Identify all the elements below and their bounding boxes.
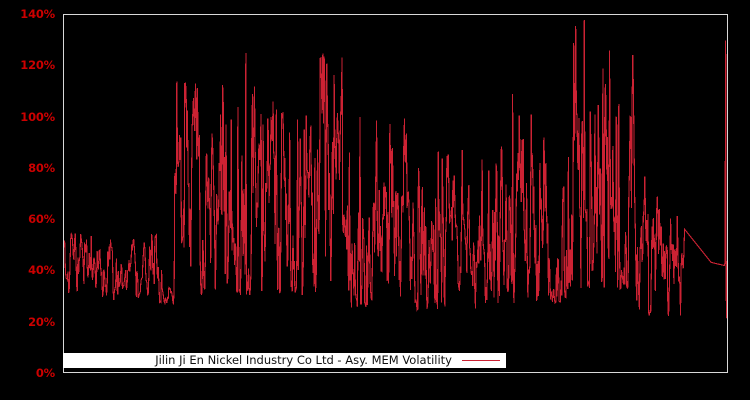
y-axis: 140% 120% 100% 80% 60% 40% 20% 0% bbox=[0, 0, 63, 400]
legend: Jilin Ji En Nickel Industry Co Ltd - Asy… bbox=[63, 353, 506, 368]
y-tick-label: 100% bbox=[20, 109, 55, 124]
y-tick-label: 20% bbox=[28, 314, 55, 329]
y-tick-label: 40% bbox=[28, 263, 55, 278]
y-tick-label: 80% bbox=[28, 160, 55, 175]
y-tick-label: 140% bbox=[20, 7, 55, 21]
y-tick-label: 60% bbox=[28, 212, 55, 227]
volatility-line bbox=[64, 20, 727, 319]
y-tick-label: 0% bbox=[35, 366, 55, 380]
series-plot bbox=[64, 20, 727, 319]
legend-line-sample-icon bbox=[462, 360, 500, 361]
y-tick-label: 120% bbox=[20, 58, 55, 73]
plot-area bbox=[63, 14, 728, 373]
legend-label: Jilin Ji En Nickel Industry Co Ltd - Asy… bbox=[155, 353, 452, 367]
